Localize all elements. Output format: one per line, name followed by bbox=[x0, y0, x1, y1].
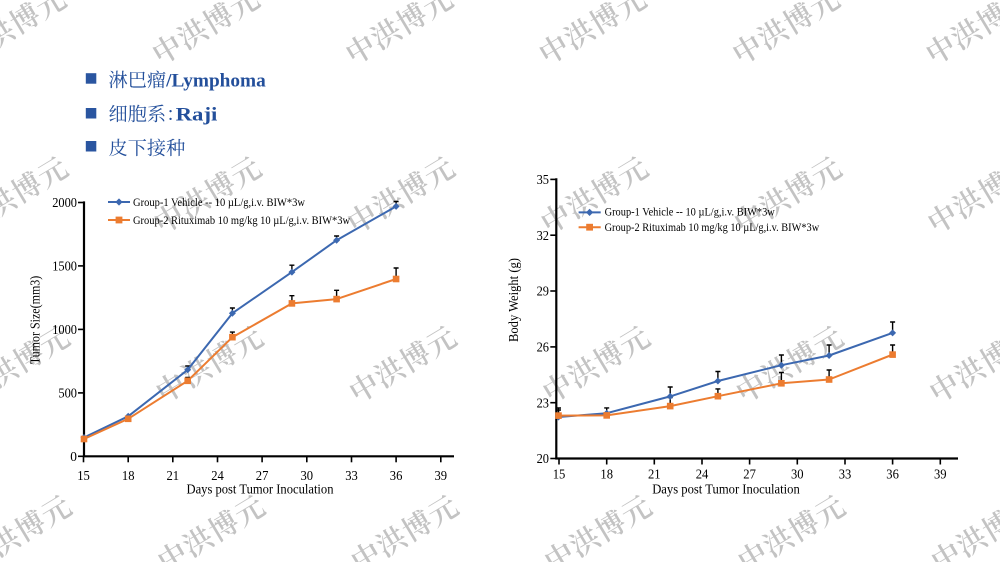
svg-text:15: 15 bbox=[553, 467, 566, 482]
svg-text:20: 20 bbox=[537, 451, 550, 466]
svg-text:27: 27 bbox=[256, 468, 269, 483]
svg-text:21: 21 bbox=[648, 467, 661, 482]
svg-text:39: 39 bbox=[934, 467, 947, 482]
svg-text:Days post Tumor Inoculation: Days post Tumor Inoculation bbox=[652, 482, 800, 497]
svg-text:30: 30 bbox=[791, 467, 804, 482]
svg-text:33: 33 bbox=[839, 467, 852, 482]
svg-text:26: 26 bbox=[537, 340, 550, 355]
svg-text:32: 32 bbox=[537, 228, 549, 243]
svg-text:30: 30 bbox=[301, 468, 314, 483]
svg-text:35: 35 bbox=[537, 172, 550, 187]
svg-text:500: 500 bbox=[58, 386, 77, 401]
svg-text:24: 24 bbox=[696, 467, 709, 482]
svg-text:Body Weight (g): Body Weight (g) bbox=[506, 258, 521, 342]
svg-text:Group-2 Rituximab 10 mg/kg 10: Group-2 Rituximab 10 mg/kg 10 µL/g,i.v. … bbox=[133, 213, 350, 227]
svg-text:18: 18 bbox=[600, 467, 613, 482]
svg-text:Raji: Raji bbox=[176, 105, 219, 126]
svg-text:0: 0 bbox=[70, 449, 77, 464]
svg-text:24: 24 bbox=[211, 468, 224, 483]
svg-text:Days post Tumor Inoculation: Days post Tumor Inoculation bbox=[187, 482, 334, 497]
svg-text:Group-1 Vehicle -- 10 µL/g,i.v: Group-1 Vehicle -- 10 µL/g,i.v. BIW*3w bbox=[133, 195, 305, 209]
svg-text:21: 21 bbox=[167, 468, 180, 483]
svg-text:15: 15 bbox=[77, 468, 90, 483]
svg-text:36: 36 bbox=[390, 468, 403, 483]
svg-text:Tumor Size(mm3): Tumor Size(mm3) bbox=[28, 276, 43, 365]
svg-text:1000: 1000 bbox=[52, 322, 77, 337]
svg-text:Group-1 Vehicle -- 10 µL/g,i.v: Group-1 Vehicle -- 10 µL/g,i.v. BIW*3w bbox=[605, 205, 775, 219]
svg-text:39: 39 bbox=[435, 468, 448, 483]
svg-text:23: 23 bbox=[537, 395, 550, 410]
svg-text:2000: 2000 bbox=[52, 195, 77, 210]
svg-text:/Lymphoma: /Lymphoma bbox=[165, 71, 266, 92]
svg-text:27: 27 bbox=[743, 467, 756, 482]
svg-text:Group-2 Rituximab 10 mg/kg 10: Group-2 Rituximab 10 mg/kg 10 µL/g,i.v. … bbox=[605, 220, 820, 234]
svg-text:1500: 1500 bbox=[52, 259, 77, 274]
svg-text:33: 33 bbox=[345, 468, 358, 483]
svg-text:36: 36 bbox=[886, 467, 899, 482]
svg-text:29: 29 bbox=[537, 284, 550, 299]
svg-text:18: 18 bbox=[122, 468, 135, 483]
